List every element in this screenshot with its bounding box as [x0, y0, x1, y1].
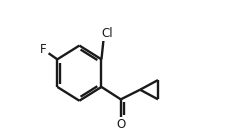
Text: Cl: Cl [101, 27, 113, 40]
Text: O: O [116, 118, 125, 131]
Text: F: F [40, 43, 47, 56]
